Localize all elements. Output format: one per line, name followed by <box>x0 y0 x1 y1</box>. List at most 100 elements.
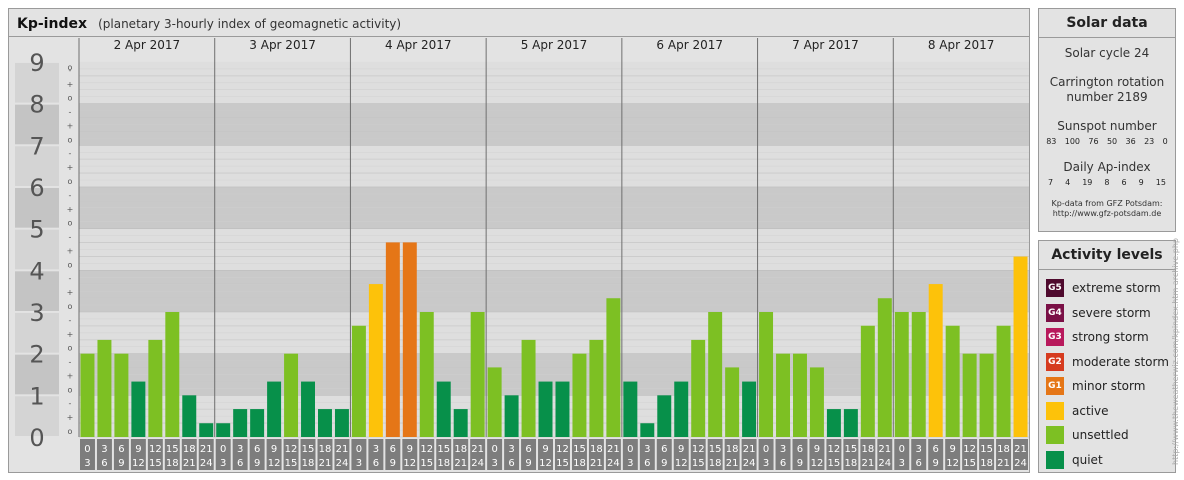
kp-bar <box>725 367 740 437</box>
y-tick-bg <box>15 187 59 228</box>
legend-swatch: G1 <box>1046 377 1064 396</box>
legend-label: severe storm <box>1072 305 1151 320</box>
y-tick-label: 2 <box>29 341 44 369</box>
interval-start-label: 18 <box>861 444 874 455</box>
legend-label: quiet <box>1072 452 1103 467</box>
interval-label-bg <box>809 439 825 470</box>
interval-label-bg <box>605 439 621 470</box>
interval-end-label: 21 <box>997 458 1010 469</box>
interval-start-label: 15 <box>166 444 179 455</box>
interval-label-bg <box>470 439 486 470</box>
interval-start-label: 12 <box>149 444 162 455</box>
y-tick-label: 1 <box>29 382 44 410</box>
interval-label-bg <box>402 439 418 470</box>
interval-label-bg <box>928 439 944 470</box>
legend-label: moderate storm <box>1072 354 1169 369</box>
interval-label-bg <box>741 439 757 470</box>
y-tick-label: 3 <box>29 299 44 327</box>
y-tick-bg <box>15 271 59 311</box>
kp-bar <box>589 339 604 437</box>
interval-label-bg <box>300 439 316 470</box>
legend-swatch <box>1046 450 1064 469</box>
kp-bar <box>487 367 502 437</box>
interval-start-label: 18 <box>726 444 739 455</box>
interval-start-label: 15 <box>845 444 858 455</box>
interval-label-bg <box>555 439 570 470</box>
legend-label: strong storm <box>1072 330 1149 345</box>
y-tick-bg <box>15 396 59 436</box>
minor-tick-label: - <box>69 66 72 75</box>
interval-end-label: 21 <box>590 458 603 469</box>
legend-label: minor storm <box>1072 379 1146 394</box>
interval-start-label: 18 <box>997 444 1010 455</box>
kp-bar <box>402 242 417 437</box>
interval-start-label: 9 <box>542 444 548 455</box>
interval-end-label: 12 <box>403 458 416 469</box>
solar-cycle: Solar cycle 24 <box>1064 46 1150 60</box>
interval-end-label: 12 <box>675 458 688 469</box>
interval-label-bg <box>164 439 180 470</box>
source-line-2: http://www.gfz-potsdam.de <box>1052 209 1162 218</box>
interval-end-label: 3 <box>627 458 633 469</box>
interval-label-bg <box>351 439 367 470</box>
kp-bar <box>453 409 468 437</box>
interval-end-label: 15 <box>149 458 162 469</box>
kp-bar <box>267 381 282 437</box>
y-tick-bg <box>15 146 59 186</box>
interval-label-bg <box>198 439 214 470</box>
interval-label-bg <box>656 439 672 470</box>
interval-start-label: 15 <box>437 444 450 455</box>
interval-start-label: 3 <box>101 444 107 455</box>
interval-label-bg <box>334 439 350 470</box>
kp-bar <box>233 409 248 437</box>
legend-swatch: G2 <box>1046 352 1064 371</box>
kp-bar <box>657 395 672 437</box>
ap-value: 6 <box>1121 178 1127 187</box>
solar-data-title: Solar data <box>1039 9 1175 38</box>
interval-start-label: 21 <box>878 444 891 455</box>
interval-label-bg <box>283 439 299 470</box>
interval-label-bg <box>673 439 689 470</box>
kp-bar <box>80 353 95 437</box>
interval-start-label: 15 <box>302 444 315 455</box>
sunspot-value: 83 <box>1046 137 1057 146</box>
kp-bar <box>911 311 926 437</box>
interval-end-label: 3 <box>84 458 90 469</box>
interval-label-bg <box>979 439 995 470</box>
interval-label-bg <box>147 439 163 470</box>
kp-bar <box>572 353 587 437</box>
sunspot-value: 50 <box>1106 137 1118 146</box>
interval-end-label: 24 <box>471 458 484 469</box>
ap-value: 19 <box>1082 178 1093 187</box>
interval-start-label: 0 <box>899 444 905 455</box>
minor-tick-label: o <box>68 135 73 144</box>
interval-start-label: 6 <box>661 444 667 455</box>
legend-label: active <box>1072 403 1109 418</box>
kp-bar <box>250 409 265 437</box>
kp-bar <box>640 423 655 437</box>
interval-start-label: 12 <box>692 444 705 455</box>
interval-label-bg <box>385 439 401 470</box>
chart-subtitle: (planetary 3-hourly index of geomagnetic… <box>98 17 402 31</box>
activity-legend: G5 extreme storm G4 severe storm G3 strong … <box>1039 270 1175 472</box>
ap-value: 4 <box>1065 178 1071 187</box>
interval-end-label: 21 <box>861 458 874 469</box>
interval-start-label: 3 <box>916 444 922 455</box>
kp-bar <box>165 311 180 437</box>
interval-label-bg <box>521 439 537 470</box>
interval-end-label: 24 <box>607 458 620 469</box>
interval-label-bg <box>538 439 553 470</box>
interval-label-bg <box>266 439 282 470</box>
interval-end-label: 15 <box>692 458 705 469</box>
kp-bar <box>182 395 197 437</box>
interval-end-label: 9 <box>933 458 939 469</box>
minor-tick-label: o <box>68 63 73 72</box>
minor-tick-label: + <box>67 413 74 422</box>
interval-end-label: 24 <box>878 458 891 469</box>
legend-item-extreme-storm: G5 extreme storm <box>1039 276 1175 301</box>
day-label: 8 Apr 2017 <box>928 38 995 52</box>
minor-tick-label: + <box>67 163 74 172</box>
kp-bar <box>928 284 943 437</box>
legend-swatch <box>1046 401 1064 420</box>
day-label: 5 Apr 2017 <box>521 38 588 52</box>
